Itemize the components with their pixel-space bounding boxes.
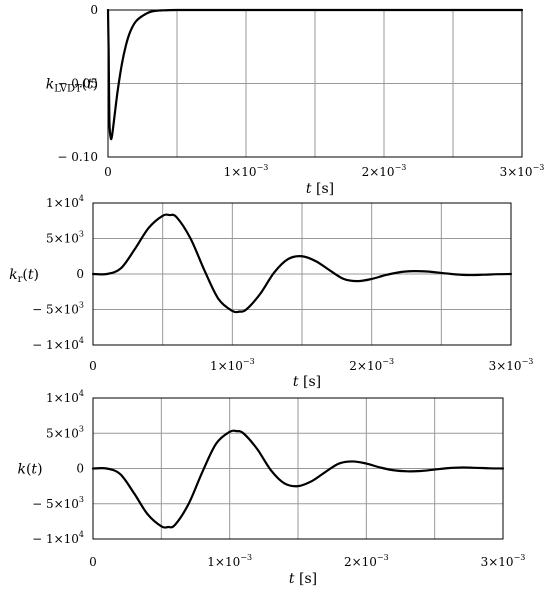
y-tick-label: 0 [76, 462, 84, 476]
y-tick-label: 0 [90, 3, 98, 17]
x-axis-label: t [s] [306, 181, 334, 197]
series-line-1 [106, 8, 524, 141]
x-tick-label: 0 [89, 555, 97, 569]
y-tick-label: − 1×104 [32, 530, 84, 546]
x-tick-label: 1×10−3 [207, 553, 252, 569]
x-tick-label: 2×10−3 [349, 357, 394, 373]
chart-panel-2: 1×104 5×103 0 − 5×103 − 1×104 0 1×10−3 2×10−3 3×… [9, 194, 533, 390]
y-tick-label: 0 [76, 267, 84, 281]
x-tick-label: 1×10−3 [224, 163, 269, 179]
y-tick-label: 5×103 [46, 230, 84, 246]
y-tick-label: − 5×103 [32, 301, 84, 317]
y-tick-label: − 5×103 [32, 495, 84, 511]
y-tick-label: 1×104 [46, 194, 84, 210]
x-tick-label: 0 [104, 165, 112, 179]
x-tick-label: 3×10−3 [489, 357, 534, 373]
x-tick-label: 3×10−3 [481, 553, 526, 569]
x-tick-label: 2×10−3 [344, 553, 389, 569]
x-tick-label: 2×10−3 [362, 163, 407, 179]
y-axis-label: kr(t) [9, 267, 39, 285]
y-axis-label: k(t) [17, 462, 42, 478]
x-tick-label: 3×10−3 [500, 163, 545, 179]
y-tick-label: − 0.10 [57, 150, 98, 164]
series-line-1 [91, 429, 505, 529]
series-line-1 [91, 213, 513, 314]
x-axis-label: t [s] [289, 571, 317, 587]
x-tick-label: 1×10−3 [210, 357, 255, 373]
y-tick-label: 5×103 [46, 424, 84, 440]
x-axis-label: t [s] [293, 374, 321, 390]
chart-panel-1: 0 − 0.05 − 0.10 0 1×10−3 2×10−3 3×10−3 kLVDT(t)… [46, 3, 545, 197]
chart-panel-3: 1×104 5×103 0 − 5×103 − 1×104 0 1×10−3 2×10−3 3×… [17, 389, 525, 587]
y-tick-label: − 0.05 [57, 77, 98, 91]
x-tick-label: 0 [89, 359, 97, 373]
y-tick-label: 1×104 [46, 389, 84, 405]
y-tick-label: − 1×104 [32, 336, 84, 352]
y-axis-label: kLVDT(t) [46, 77, 98, 95]
